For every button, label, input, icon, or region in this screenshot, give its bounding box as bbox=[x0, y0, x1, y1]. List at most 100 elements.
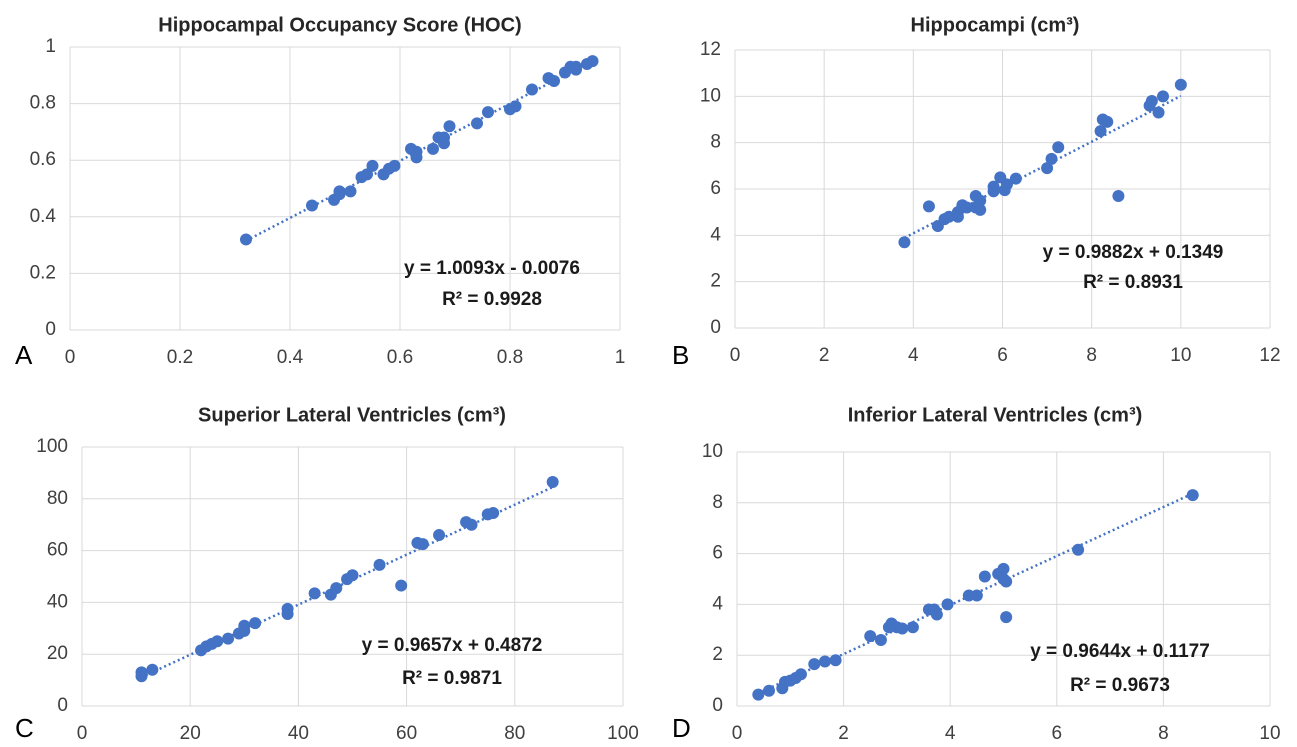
y-tick-label: 80 bbox=[47, 488, 68, 509]
point bbox=[135, 666, 148, 679]
x-tick-label: 0 bbox=[65, 347, 76, 368]
point bbox=[808, 658, 821, 671]
point bbox=[951, 210, 964, 223]
chart-title: Hippocampi (cm³) bbox=[911, 14, 1080, 36]
point bbox=[1145, 94, 1158, 107]
point bbox=[960, 201, 973, 214]
point bbox=[482, 106, 494, 119]
y-tick-label: 8 bbox=[710, 132, 721, 153]
x-tick-label: 12 bbox=[1259, 345, 1280, 366]
panel-label: B bbox=[672, 340, 689, 370]
point bbox=[978, 570, 991, 583]
point bbox=[987, 180, 1000, 193]
point bbox=[373, 558, 386, 571]
y-tick-label: 0.6 bbox=[30, 149, 56, 170]
point bbox=[1186, 489, 1199, 502]
point bbox=[1041, 162, 1054, 175]
point bbox=[1009, 172, 1022, 185]
point bbox=[941, 598, 954, 611]
y-tick-label: 0 bbox=[710, 317, 721, 338]
point bbox=[1094, 125, 1107, 138]
point bbox=[416, 538, 429, 551]
point bbox=[333, 188, 346, 201]
point bbox=[1000, 611, 1013, 624]
point bbox=[997, 562, 1010, 575]
x-tick-label: 40 bbox=[288, 723, 309, 744]
point bbox=[388, 159, 401, 172]
point bbox=[970, 589, 983, 602]
y-tick-label: 0 bbox=[57, 695, 68, 716]
point bbox=[1112, 189, 1125, 202]
point bbox=[546, 475, 559, 488]
y-tick-label: 10 bbox=[702, 441, 723, 462]
point bbox=[974, 203, 987, 216]
point bbox=[306, 199, 318, 212]
point bbox=[1045, 152, 1058, 165]
x-tick-label: 4 bbox=[908, 345, 919, 366]
point bbox=[346, 569, 359, 582]
y-tick-label: 4 bbox=[710, 224, 721, 245]
y-tick-label: 0 bbox=[712, 695, 723, 716]
point bbox=[238, 619, 251, 632]
x-tick-label: 60 bbox=[396, 723, 417, 744]
point bbox=[922, 200, 935, 213]
y-tick-label: 12 bbox=[700, 39, 721, 60]
point bbox=[249, 617, 262, 630]
x-tick-label: 2 bbox=[819, 345, 830, 366]
point bbox=[487, 507, 500, 520]
x-tick-label: 20 bbox=[180, 723, 201, 744]
y-tick-label: 8 bbox=[712, 492, 723, 513]
y-tick-label: 6 bbox=[710, 178, 721, 199]
x-tick-label: 4 bbox=[945, 723, 956, 744]
y-tick-label: 2 bbox=[712, 644, 723, 665]
equation: y = 0.9644x + 0.1177 bbox=[1030, 641, 1210, 662]
r-squared: R² = 0.9673 bbox=[1070, 675, 1170, 696]
x-tick-label: 6 bbox=[1052, 723, 1063, 744]
y-tick-label: 2 bbox=[710, 271, 721, 292]
y-tick-label: 4 bbox=[712, 593, 723, 614]
point bbox=[1152, 106, 1165, 119]
point bbox=[281, 602, 294, 615]
point bbox=[361, 168, 373, 181]
x-tick-label: 0.8 bbox=[497, 347, 523, 368]
panel-label: C bbox=[15, 713, 34, 743]
point bbox=[410, 151, 423, 164]
point bbox=[752, 688, 765, 701]
x-tick-label: 0.6 bbox=[387, 347, 413, 368]
y-tick-label: 40 bbox=[47, 591, 68, 612]
point bbox=[146, 663, 159, 676]
point bbox=[211, 635, 224, 648]
point bbox=[586, 55, 599, 68]
y-tick-label: 60 bbox=[47, 540, 68, 561]
point bbox=[794, 668, 807, 681]
point bbox=[1101, 115, 1114, 128]
point bbox=[943, 210, 955, 223]
x-tick-label: 10 bbox=[1259, 723, 1280, 744]
y-tick-label: 0 bbox=[45, 319, 56, 340]
panel-label: A bbox=[15, 340, 33, 370]
point bbox=[974, 194, 987, 207]
point bbox=[1174, 78, 1187, 91]
point bbox=[240, 233, 252, 246]
x-tick-label: 0 bbox=[732, 723, 743, 744]
point bbox=[526, 83, 538, 96]
point bbox=[864, 630, 877, 643]
y-tick-label: 0.8 bbox=[30, 93, 56, 114]
point bbox=[829, 654, 842, 667]
x-tick-label: 1 bbox=[615, 347, 626, 368]
chart-title: Hippocampal Occupancy Score (HOC) bbox=[158, 14, 521, 36]
x-tick-label: 10 bbox=[1170, 345, 1191, 366]
point bbox=[471, 117, 483, 130]
point bbox=[222, 632, 235, 645]
chart-title: Superior Lateral Ventricles (cm³) bbox=[198, 404, 506, 426]
x-tick-label: 0.2 bbox=[167, 347, 193, 368]
r-squared: R² = 0.9871 bbox=[402, 668, 502, 689]
point bbox=[366, 159, 379, 172]
y-tick-label: 10 bbox=[700, 85, 721, 106]
point bbox=[330, 582, 343, 595]
point bbox=[509, 100, 522, 113]
y-tick-label: 20 bbox=[47, 643, 68, 664]
x-tick-label: 0.4 bbox=[277, 347, 304, 368]
y-tick-label: 6 bbox=[712, 543, 723, 564]
point bbox=[548, 74, 560, 87]
